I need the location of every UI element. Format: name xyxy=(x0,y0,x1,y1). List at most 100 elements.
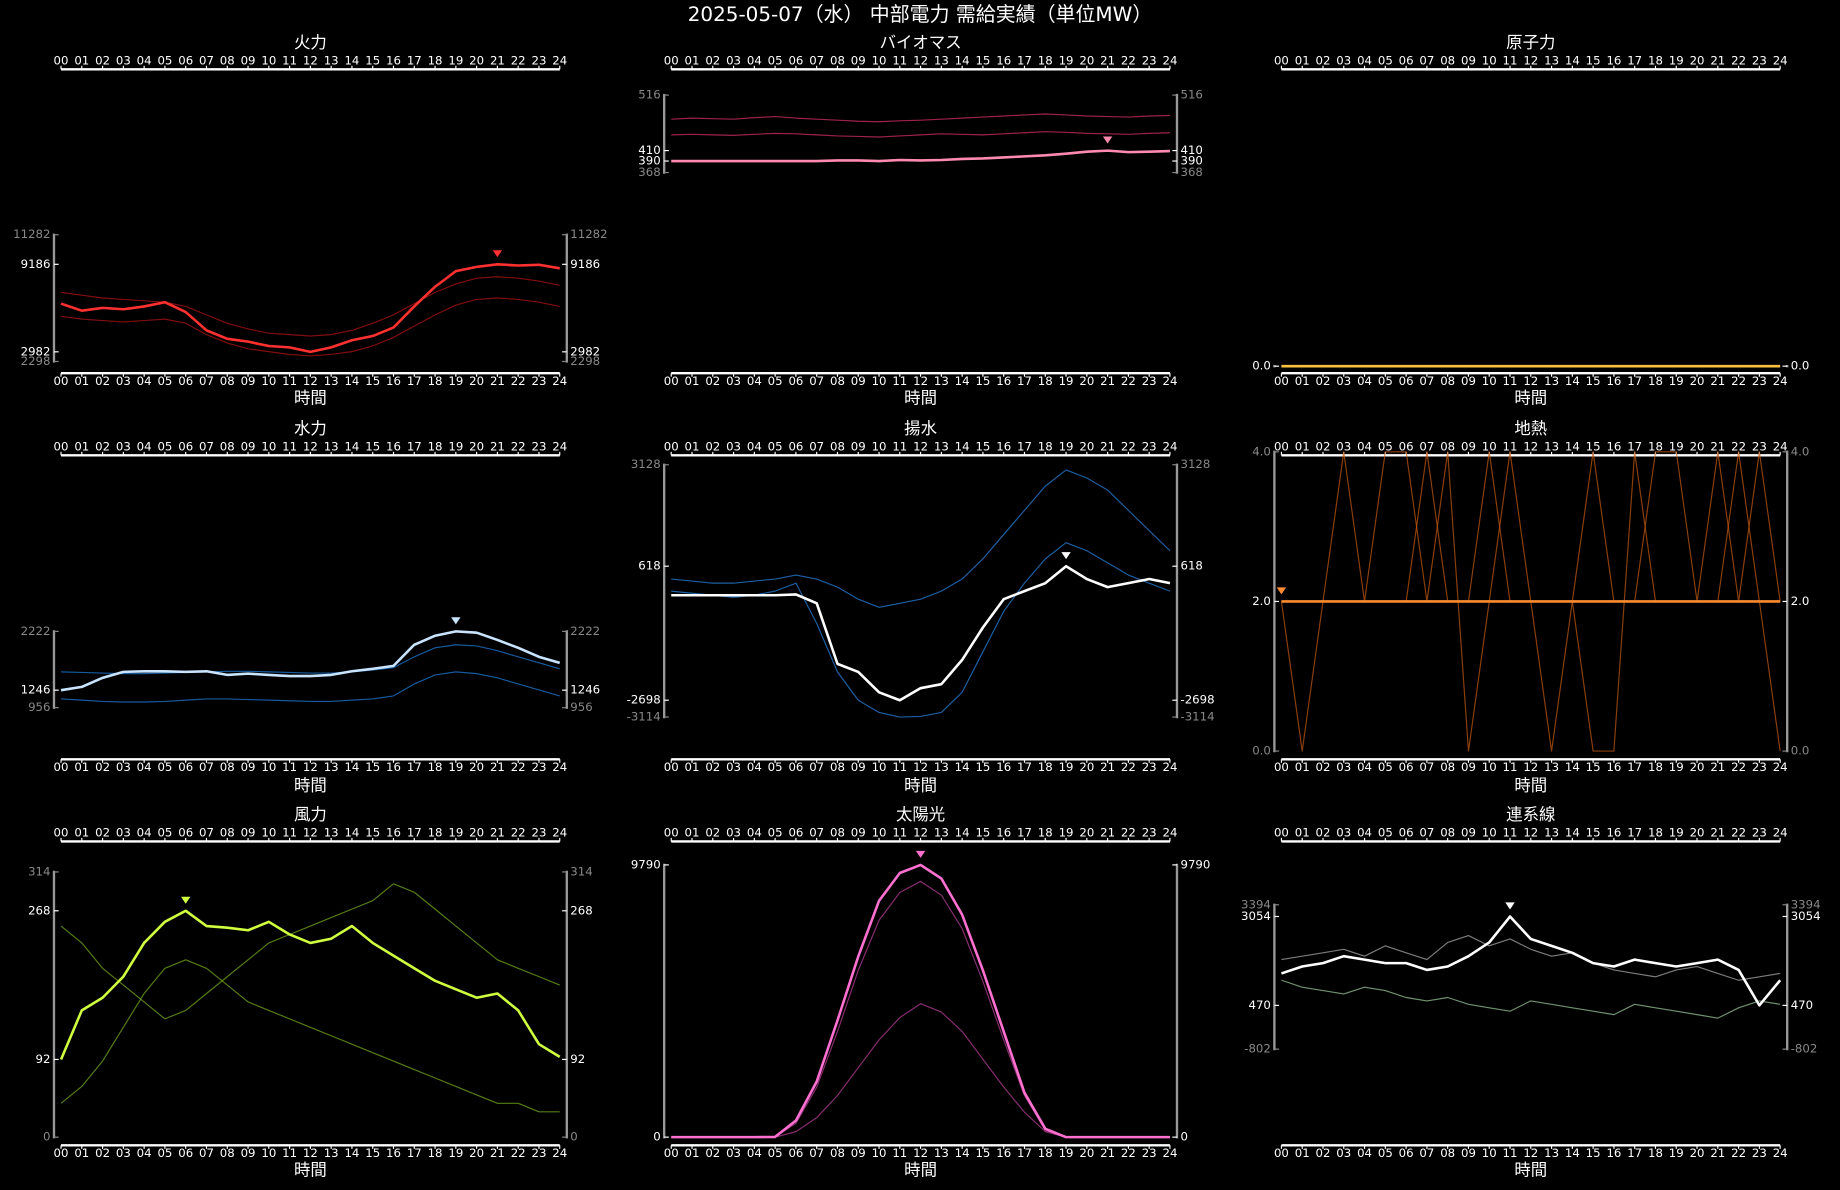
x-tick-label: 23 xyxy=(532,440,547,454)
x-tick-label: 07 xyxy=(1419,440,1434,454)
x-tick-label: 01 xyxy=(74,440,89,454)
x-tick-label: 04 xyxy=(1357,760,1372,774)
x-tick-label: 00 xyxy=(664,440,679,454)
x-tick-label: 19 xyxy=(1669,760,1684,774)
x-tick-label: 01 xyxy=(1295,440,1310,454)
today-line xyxy=(671,564,1171,702)
y-tick-label: 92 xyxy=(570,1052,585,1066)
y-tick-label: 11282 xyxy=(570,227,607,241)
y-tick-label: 3394 xyxy=(1791,897,1821,911)
x-tick-label: 19 xyxy=(1059,1146,1074,1160)
x-tick-label: 08 xyxy=(1440,54,1455,68)
x-tick-label: 06 xyxy=(1399,374,1414,388)
x-tick-label: 20 xyxy=(469,54,484,68)
x-tick-label: 06 xyxy=(1399,1146,1414,1160)
x-tick-label: 12 xyxy=(913,826,928,840)
x-tick-label: 09 xyxy=(851,1146,866,1160)
x-tick-label: 16 xyxy=(386,826,401,840)
x-tick-label: 05 xyxy=(1378,826,1393,840)
x-tick-label: 24 xyxy=(1773,1146,1788,1160)
x-tick-label: 16 xyxy=(386,54,401,68)
y-tick-label: 516 xyxy=(638,88,660,102)
x-tick-label: 13 xyxy=(1544,760,1559,774)
x-tick-label: 22 xyxy=(511,1146,526,1160)
x-tick-label: 14 xyxy=(344,760,359,774)
past-line xyxy=(60,959,560,1113)
x-tick-label: 22 xyxy=(1731,374,1746,388)
panel-title: 火力 xyxy=(294,33,327,52)
x-tick-label: 09 xyxy=(1461,1146,1476,1160)
x-tick-label: 01 xyxy=(685,54,700,68)
x-tick-label: 01 xyxy=(1295,826,1310,840)
x-tick-label: 16 xyxy=(996,374,1011,388)
x-tick-label: 22 xyxy=(1121,440,1136,454)
x-tick-label: 17 xyxy=(1017,440,1032,454)
x-tick-label: 16 xyxy=(996,1146,1011,1160)
x-tick-label: 11 xyxy=(282,374,297,388)
x-tick-label: 12 xyxy=(913,374,928,388)
x-tick-label: 24 xyxy=(552,826,567,840)
x-tick-label: 13 xyxy=(934,826,949,840)
x-tick-label: 22 xyxy=(511,760,526,774)
x-tick-label: 13 xyxy=(324,440,339,454)
x-tick-label: 05 xyxy=(768,760,783,774)
x-tick-label: 06 xyxy=(1399,760,1414,774)
y-tick-label: 368 xyxy=(638,165,660,179)
x-tick-label: 17 xyxy=(407,760,422,774)
x-axis-label: 時間 xyxy=(904,1161,937,1180)
x-tick-label: 07 xyxy=(1419,374,1434,388)
x-tick-label: 08 xyxy=(830,760,845,774)
x-tick-label: 04 xyxy=(747,760,762,774)
x-tick-label: 21 xyxy=(1710,374,1725,388)
x-tick-label: 19 xyxy=(448,374,463,388)
x-tick-label: 07 xyxy=(809,1146,824,1160)
x-tick-label: 14 xyxy=(955,1146,970,1160)
past-line xyxy=(671,113,1170,123)
x-tick-label: 02 xyxy=(1316,54,1331,68)
x-tick-label: 05 xyxy=(1378,760,1393,774)
x-tick-label: 10 xyxy=(1482,54,1497,68)
x-tick-label: 21 xyxy=(1710,440,1725,454)
x-tick-label: 22 xyxy=(511,54,526,68)
x-tick-label: 21 xyxy=(1100,374,1115,388)
x-tick-label: 23 xyxy=(1142,440,1157,454)
x-tick-label: 10 xyxy=(872,1146,887,1160)
x-tick-label: 14 xyxy=(344,440,359,454)
x-tick-label: 20 xyxy=(1079,440,1094,454)
x-tick-label: 20 xyxy=(469,826,484,840)
x-tick-label: 09 xyxy=(1461,54,1476,68)
y-tick-label: -2698 xyxy=(627,693,661,707)
x-tick-label: 01 xyxy=(1295,374,1310,388)
y-tick-label: -802 xyxy=(1244,1042,1271,1056)
x-tick-label: 22 xyxy=(1121,374,1136,388)
x-tick-label: 22 xyxy=(1731,440,1746,454)
x-tick-label: 24 xyxy=(1773,760,1788,774)
x-tick-label: 22 xyxy=(1731,826,1746,840)
x-tick-label: 07 xyxy=(809,760,824,774)
x-tick-label: 00 xyxy=(54,826,69,840)
x-tick-label: 02 xyxy=(705,374,720,388)
x-tick-label: 20 xyxy=(1690,760,1705,774)
x-tick-label: 11 xyxy=(1503,760,1518,774)
x-tick-label: 21 xyxy=(490,440,505,454)
x-tick-label: 15 xyxy=(975,826,990,840)
x-tick-label: 23 xyxy=(1752,54,1767,68)
y-tick-label: 3054 xyxy=(1241,909,1271,923)
x-tick-label: 12 xyxy=(303,374,318,388)
x-tick-label: 24 xyxy=(552,760,567,774)
x-tick-label: 02 xyxy=(95,760,110,774)
x-tick-label: 00 xyxy=(54,440,69,454)
x-tick-label: 20 xyxy=(469,760,484,774)
x-tick-label: 20 xyxy=(1079,760,1094,774)
y-tick-label: 9790 xyxy=(1181,857,1211,871)
y-tick-label: 390 xyxy=(638,154,660,168)
y-tick-label: 0 xyxy=(653,1130,660,1144)
x-tick-label: 09 xyxy=(241,1146,256,1160)
x-tick-label: 16 xyxy=(386,760,401,774)
x-tick-label: 22 xyxy=(511,440,526,454)
x-tick-label: 03 xyxy=(1336,374,1351,388)
y-tick-label: 390 xyxy=(1181,154,1203,168)
x-tick-label: 00 xyxy=(664,54,679,68)
x-tick-label: 23 xyxy=(1752,826,1767,840)
today-line xyxy=(60,263,560,354)
